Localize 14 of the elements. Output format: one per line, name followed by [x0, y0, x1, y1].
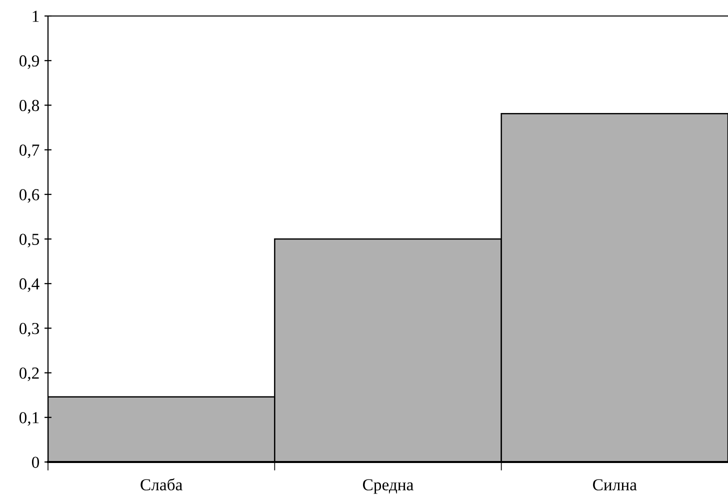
y-tick-label: 0,3: [19, 322, 40, 337]
x-tick-label: Слаба: [140, 478, 182, 490]
y-tick-label: 0,4: [19, 278, 40, 292]
y-tick-label: 0,7: [19, 144, 40, 158]
y-tick-label: 0,1: [19, 412, 39, 426]
x-tick-label: Силна: [593, 479, 637, 490]
y-tick-label: 0,2: [19, 368, 39, 382]
y-tick-label: 0,5: [19, 234, 40, 248]
y-tick-label: 0,6: [19, 189, 40, 203]
x-tick-label: Средна: [362, 479, 414, 494]
y-tick-label: 0,8: [19, 100, 40, 114]
y-tick-label: 0,9: [19, 55, 39, 69]
y-tick-label: 0: [32, 456, 40, 468]
y-tick-label: 1: [32, 10, 39, 22]
